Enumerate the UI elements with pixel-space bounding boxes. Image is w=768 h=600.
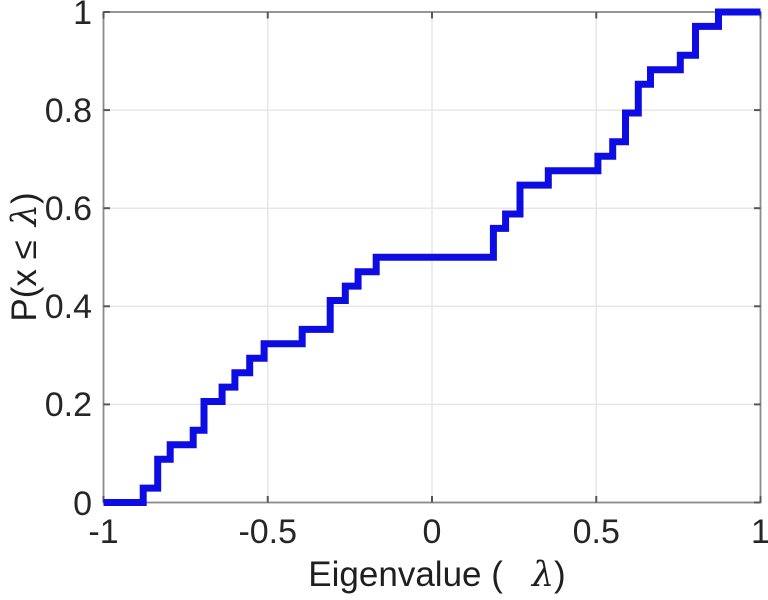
y-tick-label: 0.6 xyxy=(44,190,92,229)
ecdf-curve xyxy=(103,8,761,506)
y-tick-label: 0 xyxy=(73,484,92,523)
x-axis-label-text: Eigenvalue ( xyxy=(308,555,513,594)
lambda-symbol: λ xyxy=(5,204,45,227)
x-tick-label: 1 xyxy=(751,513,768,551)
x-tick-label: 0 xyxy=(422,513,442,551)
lambda-symbol: λ xyxy=(531,555,555,595)
x-axis-label: Eigenvalue ( λ) xyxy=(308,555,565,595)
y-axis-label-text: P(x ≤ xyxy=(5,230,44,322)
x-tick-label: -0.5 xyxy=(238,513,298,551)
x-axis-label-close: ) xyxy=(554,555,566,594)
y-axis-label-close: ) xyxy=(5,192,44,205)
y-tick-label: 0.4 xyxy=(44,288,92,327)
x-tick-label: 0.5 xyxy=(572,513,620,551)
y-tick-label: 0.8 xyxy=(44,92,92,131)
y-axis-label: P(x ≤ λ) xyxy=(5,192,45,321)
x-tick-label: -1 xyxy=(88,513,119,551)
y-tick-label: 1 xyxy=(73,0,92,32)
y-tick-label: 0.2 xyxy=(44,386,92,425)
